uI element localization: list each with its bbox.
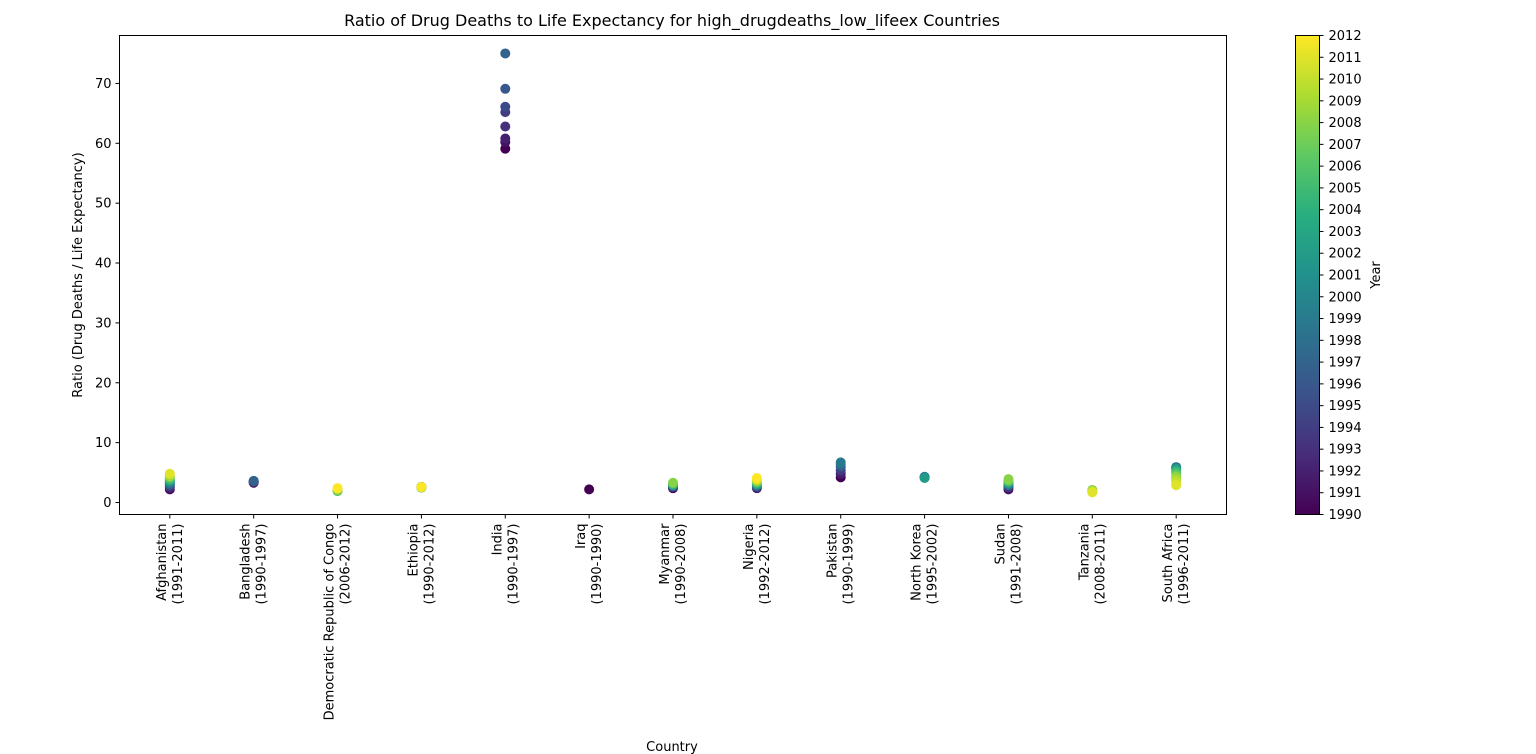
year-range: (2008-2011) [1093,524,1108,605]
y-tick-label: 40 [95,257,112,272]
colorbar-label: Year [1369,261,1384,290]
data-point [1171,480,1182,491]
data-point [835,457,846,468]
x-tick-label: Ethiopia (1990-2012) [406,524,437,605]
x-tick-label: Pakistan (1990-1999) [826,524,857,605]
colorbar-tick-label: 1995 [1329,399,1362,414]
data-point [500,83,511,94]
x-tick-label: Sudan (1991-2008) [993,524,1024,605]
x-tick-label: Iraq (1990-1990) [574,524,605,605]
colorbar-tick-label: 2006 [1329,160,1362,175]
year-range: (1990-1997) [255,524,270,605]
colorbar-tick-label: 2004 [1329,203,1362,218]
year-range: (1991-2011) [171,524,186,605]
data-point [500,121,511,132]
year-range: (1992-2012) [758,524,773,605]
colorbar-tick-label: 2008 [1329,116,1362,131]
data-point [248,475,259,486]
x-tick-label: Democratic Republic of Congo (2006-2012) [323,523,354,720]
x-tick-label: Myanmar (1990-2008) [658,523,689,605]
y-tick-label: 20 [95,376,112,391]
colorbar: 1990 1991 1992 1993 1994 1995 1996 1997 1998 1999… [1295,29,1384,523]
plot-area [119,35,1227,515]
y-axis: 0 10 20 30 40 50 60 70 [95,77,120,511]
y-tick-label: 0 [103,496,111,511]
colorbar-tick-label: 2002 [1329,247,1362,262]
country-name: India [490,524,505,556]
data-points [164,48,1182,498]
colorbar-tick-label: 2005 [1329,181,1362,196]
year-range: (2006-2012) [339,524,354,605]
country-name: Bangladesh [239,524,254,600]
data-point [1087,487,1098,498]
colorbar-tick-label: 1991 [1329,486,1362,501]
country-name: Pakistan [826,524,841,578]
data-point [1003,474,1014,485]
country-name: Tanzania [1077,524,1092,582]
country-name: Myanmar [658,523,673,585]
country-name: Democratic Republic of Congo [323,523,338,720]
data-point [919,472,930,483]
country-name: Nigeria [742,524,757,571]
x-axis: Afghanistan (1991-2011) Bangladesh (1990-19… [155,514,1192,720]
country-name: Ethiopia [406,524,421,577]
x-tick-label: India (1990-1997) [490,524,521,605]
colorbar-tick-label: 2009 [1329,94,1362,109]
data-point [416,481,427,492]
colorbar-tick-label: 2007 [1329,138,1362,153]
year-range: (1991-2008) [1009,524,1024,605]
colorbar-tick-label: 2003 [1329,225,1362,240]
colorbar-tick-label: 2001 [1329,269,1362,284]
colorbar-tick-label: 1998 [1329,334,1362,349]
country-name: North Korea [910,524,925,601]
colorbar-tick-label: 1994 [1329,421,1362,436]
country-name: Afghanistan [155,524,170,601]
chart-title: Ratio of Drug Deaths to Life Expectancy … [344,11,1000,31]
x-tick-label: Nigeria (1992-2012) [742,524,773,605]
year-range: (1996-2011) [1177,524,1192,605]
year-range: (1990-2008) [674,524,689,605]
data-point [500,101,511,112]
country-name: South Africa [1161,524,1176,603]
colorbar-tick-label: 1993 [1329,443,1362,458]
x-axis-label: Country [646,740,698,754]
data-point [164,468,175,479]
x-tick-label: Afghanistan (1991-2011) [155,524,186,605]
y-tick-label: 70 [95,77,112,92]
colorbar-tick-label: 1996 [1329,377,1362,392]
y-tick-label: 30 [95,316,112,331]
year-range: (1990-1999) [842,524,857,605]
x-tick-label: Bangladesh (1990-1997) [239,524,270,605]
year-range: (1990-1990) [590,524,605,605]
y-axis-label: Ratio (Drug Deaths / Life Expectancy) [71,152,86,397]
x-tick-label: Tanzania (2008-2011) [1077,524,1108,605]
country-name: Sudan [993,524,1008,565]
year-range: (1990-2012) [422,524,437,605]
colorbar-tick-label: 1999 [1329,312,1362,327]
year-range: (1990-1997) [506,524,521,605]
data-point [332,483,343,494]
y-tick-label: 60 [95,137,112,152]
data-point [668,477,678,488]
colorbar-gradient [1295,35,1320,515]
data-point [500,48,511,59]
colorbar-tick-label: 1992 [1329,464,1362,479]
colorbar-tick-label: 1997 [1329,356,1362,371]
colorbar-tick-label: 1990 [1329,508,1362,523]
year-range: (1995-2002) [926,524,941,605]
data-point [751,472,762,483]
colorbar-tick-label: 2012 [1329,29,1362,44]
country-name: Iraq [574,524,589,549]
colorbar-ticks: 1990 1991 1992 1993 1994 1995 1996 1997 1998 1999… [1319,29,1362,523]
x-tick-label: South Africa (1996-2011) [1161,524,1192,605]
data-point [584,484,595,495]
y-tick-label: 10 [95,436,112,451]
colorbar-tick-label: 2010 [1329,73,1362,88]
y-tick-label: 50 [95,197,112,212]
colorbar-tick-label: 2000 [1329,290,1362,305]
colorbar-tick-label: 2011 [1329,51,1362,66]
data-point [500,133,511,144]
x-tick-label: North Korea (1995-2002) [910,524,941,605]
